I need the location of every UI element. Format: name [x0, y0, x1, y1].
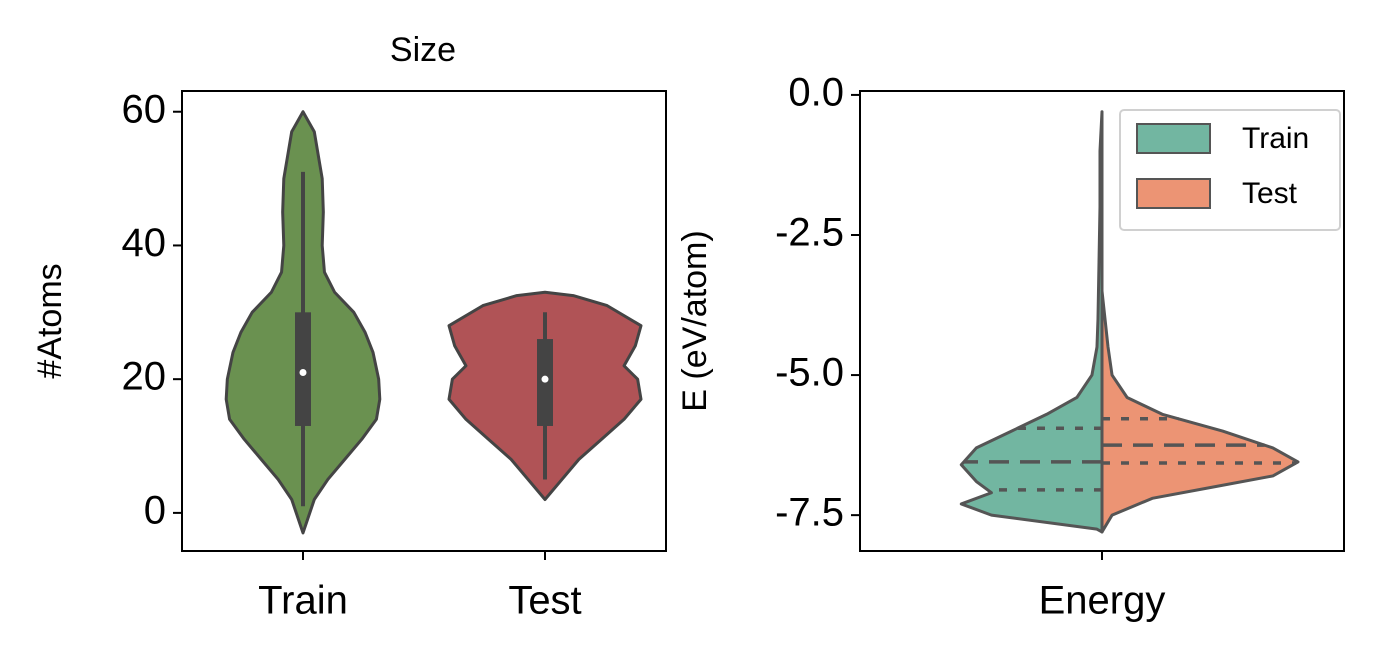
- y-axis-label: #Atoms: [31, 263, 69, 378]
- legend-label: Train: [1242, 122, 1309, 155]
- y-tick-label: 0.0: [788, 70, 844, 114]
- y-tick-label: 40: [122, 221, 167, 265]
- y-tick-label: 20: [122, 355, 167, 399]
- x-tick-label: Test: [508, 579, 581, 623]
- y-tick-label: -7.5: [775, 491, 844, 535]
- plot-frame: [859, 90, 1345, 552]
- half-violin: [1100, 289, 1300, 534]
- x-tick-label: Train: [258, 579, 348, 623]
- y-axis-label: E (eV/atom): [676, 230, 714, 411]
- median: [299, 368, 307, 376]
- legend-swatch: [1136, 178, 1211, 209]
- half-violin: [959, 110, 1104, 534]
- y-tick-label: -2.5: [775, 211, 844, 255]
- chart-title: Size: [390, 31, 456, 69]
- y-tick-label: 60: [122, 87, 167, 131]
- y-tick-label: 0: [144, 488, 166, 532]
- legend-label: Test: [1242, 177, 1298, 210]
- median: [541, 375, 549, 383]
- x-tick-label: Energy: [1039, 579, 1166, 623]
- plot-frame: [181, 90, 667, 552]
- y-tick-label: -5.0: [775, 351, 844, 395]
- legend-swatch: [1136, 123, 1211, 154]
